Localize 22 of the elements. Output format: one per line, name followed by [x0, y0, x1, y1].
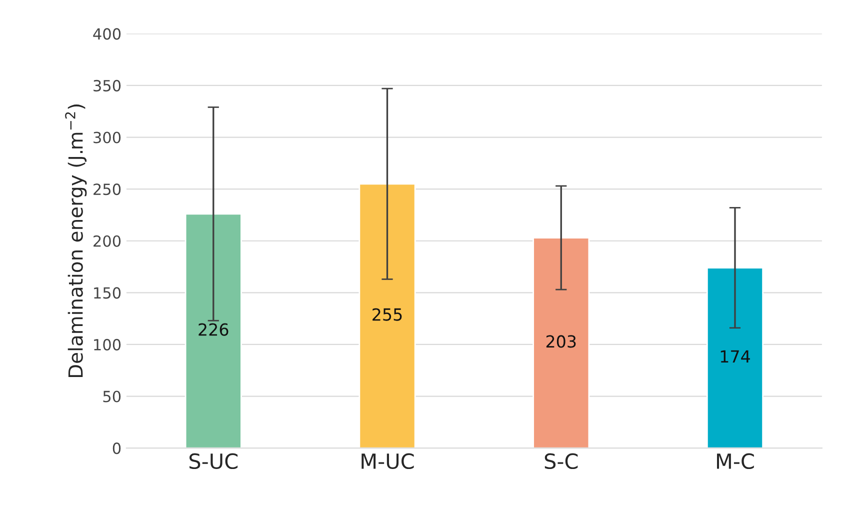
- y-tick-label: 0: [112, 442, 121, 454]
- x-tick-label: S-C: [544, 453, 578, 470]
- y-tick-label: 50: [103, 390, 121, 402]
- bar: [358, 183, 416, 448]
- y-tick-label: 300: [94, 132, 121, 144]
- y-tick-label: 150: [94, 287, 121, 299]
- data-label: 255: [372, 308, 402, 321]
- bar: [706, 267, 764, 448]
- data-label: 203: [546, 335, 576, 348]
- x-tick-label: M-C: [717, 453, 754, 470]
- data-label: 226: [198, 323, 228, 336]
- y-axis-title: Delamination energy (J.m$^{−2}$): [65, 104, 87, 378]
- y-tick-label: 250: [94, 184, 121, 196]
- x-tick-label: S-UC: [189, 453, 238, 470]
- y-tick-label: 100: [94, 338, 121, 350]
- bar: [184, 213, 242, 448]
- bar: [532, 237, 590, 448]
- y-tick-label: 400: [93, 28, 121, 40]
- x-tick-label: M-UC: [362, 453, 414, 470]
- y-tick-label: 350: [94, 80, 121, 92]
- data-label: 174: [720, 350, 750, 363]
- y-tick-label: 200: [94, 235, 121, 247]
